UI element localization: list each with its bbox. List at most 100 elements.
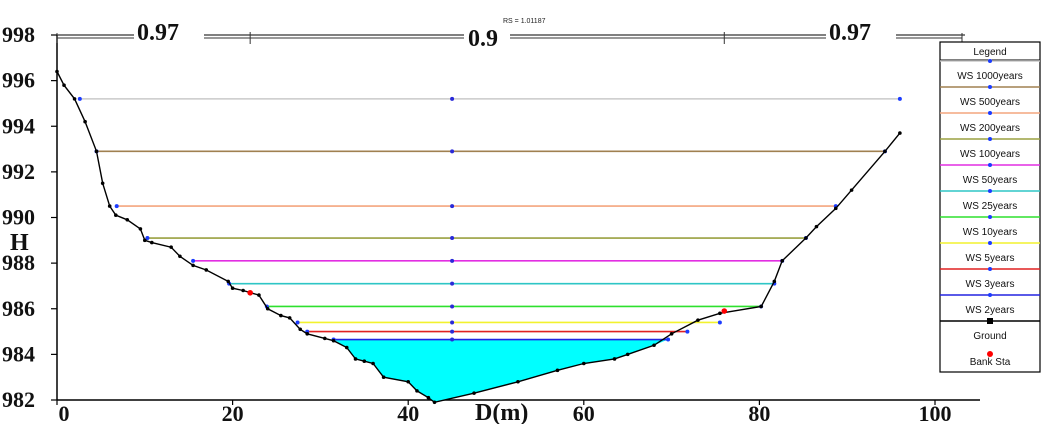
legend: Legend WS 1000years WS 500years WS 200year… (939, 41, 1041, 373)
legend-item-label: WS 25years (963, 201, 1017, 212)
legend-item-label: WS 5years (966, 253, 1015, 264)
ground-point (72, 97, 77, 101)
ground-point (265, 306, 270, 311)
ws-edge-point (897, 96, 902, 101)
y-axis-label: H (10, 230, 29, 256)
x-tick-labels: 0 20 40 60 80 100 (56, 400, 952, 424)
legend-item-ws-1000years: WS 1000years (940, 59, 1040, 82)
legend-item-label: WS 3years (966, 279, 1015, 290)
manning-right-value: 0.97 (829, 20, 871, 46)
y-tick-label: 996 (2, 68, 35, 93)
ground-point (226, 279, 231, 284)
ground-point (83, 119, 87, 124)
x-tick-label: 100 (919, 401, 952, 424)
water-surface-lines (77, 96, 902, 342)
ground-point (143, 238, 147, 243)
legend-item-label: WS 1000years (957, 71, 1023, 82)
ground-point (287, 316, 292, 320)
ws-centre-dot (450, 281, 455, 286)
ws-centre-dot (450, 236, 455, 241)
ground-point (833, 206, 838, 211)
ground-point (883, 149, 887, 154)
ground-point (94, 149, 99, 154)
ground-point (625, 352, 630, 357)
water-fill-ws-2years (333, 339, 669, 403)
ground-point (612, 357, 617, 361)
ground-point (718, 311, 722, 316)
ground-points (55, 69, 902, 405)
legend-item-ground: Ground (940, 318, 1040, 342)
bank-station-point (247, 289, 253, 296)
legend-item-ws-500years: WS 500years (940, 85, 1040, 108)
ground-point (898, 131, 902, 135)
legend-item-ws-2years: WS 2years (940, 293, 1040, 316)
ws-centre-dot (450, 337, 455, 342)
ground-point (381, 375, 386, 379)
y-tick-label: 990 (2, 205, 35, 230)
ground-point (241, 288, 245, 293)
ground-point (169, 245, 173, 249)
ground-point (279, 313, 283, 318)
ws-edge-point (145, 236, 150, 241)
ground-point (62, 83, 66, 87)
y-tick-label: 984 (2, 341, 35, 366)
y-tick-label: 982 (2, 387, 35, 412)
ground-point (426, 395, 431, 400)
ground-point (230, 286, 235, 291)
ground-point (814, 224, 819, 229)
ground-point (125, 217, 130, 222)
ground-point (582, 361, 586, 366)
legend-item-label: WS 2years (966, 305, 1015, 316)
ground-point (780, 259, 785, 263)
ground-point (804, 236, 808, 240)
legend-item-ws-100years: WS 100years (940, 137, 1040, 160)
bank-station-point (721, 308, 728, 314)
manning-channel-value: 0.9 (468, 26, 498, 52)
legend-box (939, 41, 1041, 373)
ground-point (472, 391, 476, 395)
ws-edge-point (295, 320, 300, 325)
legend-item-label: WS 100years (960, 149, 1020, 160)
manning-left-value: 0.97 (137, 20, 179, 46)
ground-point (305, 332, 310, 336)
ws-centre-dot (450, 320, 455, 325)
ground-point (362, 359, 367, 364)
ws-centre-markers (450, 96, 455, 342)
ws-edge-point (666, 337, 671, 342)
legend-item-label: WS 50years (963, 175, 1017, 186)
bank-stations (247, 289, 728, 314)
ground-point (669, 332, 674, 336)
ws-centre-dot (450, 96, 455, 101)
ground-point (322, 336, 327, 341)
ground-point (849, 188, 854, 192)
legend-item-ws-200years: WS 200years (940, 111, 1040, 134)
x-tick-label: 0 (59, 401, 70, 424)
y-tick-label: 998 (2, 22, 35, 47)
ground-point (257, 293, 261, 297)
ground-point (759, 304, 763, 309)
ws-centre-dot (450, 149, 455, 154)
ground-point (191, 263, 195, 268)
y-tick-label: 988 (2, 250, 35, 275)
legend-item-bank-sta: Bank Sta (970, 351, 1011, 368)
ws-edge-point (717, 320, 722, 325)
ground-point (772, 279, 777, 284)
ground-point (353, 357, 358, 361)
ground-point (114, 213, 118, 218)
x-axis-label: D(m) (475, 400, 528, 424)
ground-point (100, 181, 105, 186)
legend-title: Legend (973, 47, 1006, 58)
ground-point (331, 338, 336, 343)
legend-item-label: WS 200years (960, 123, 1020, 134)
legend-item-ws-50years: WS 50years (940, 163, 1040, 186)
ground-point (432, 400, 437, 405)
ground-point (415, 389, 419, 393)
ground-point (371, 361, 375, 366)
y-tick-label: 994 (2, 113, 35, 138)
ws-centre-dot (450, 204, 455, 209)
ground-point (344, 345, 349, 350)
legend-item-ws-10years: WS 10years (940, 215, 1040, 238)
top-note: RS = 1.01187 (503, 18, 546, 25)
legend-item-label: WS 500years (960, 97, 1020, 108)
